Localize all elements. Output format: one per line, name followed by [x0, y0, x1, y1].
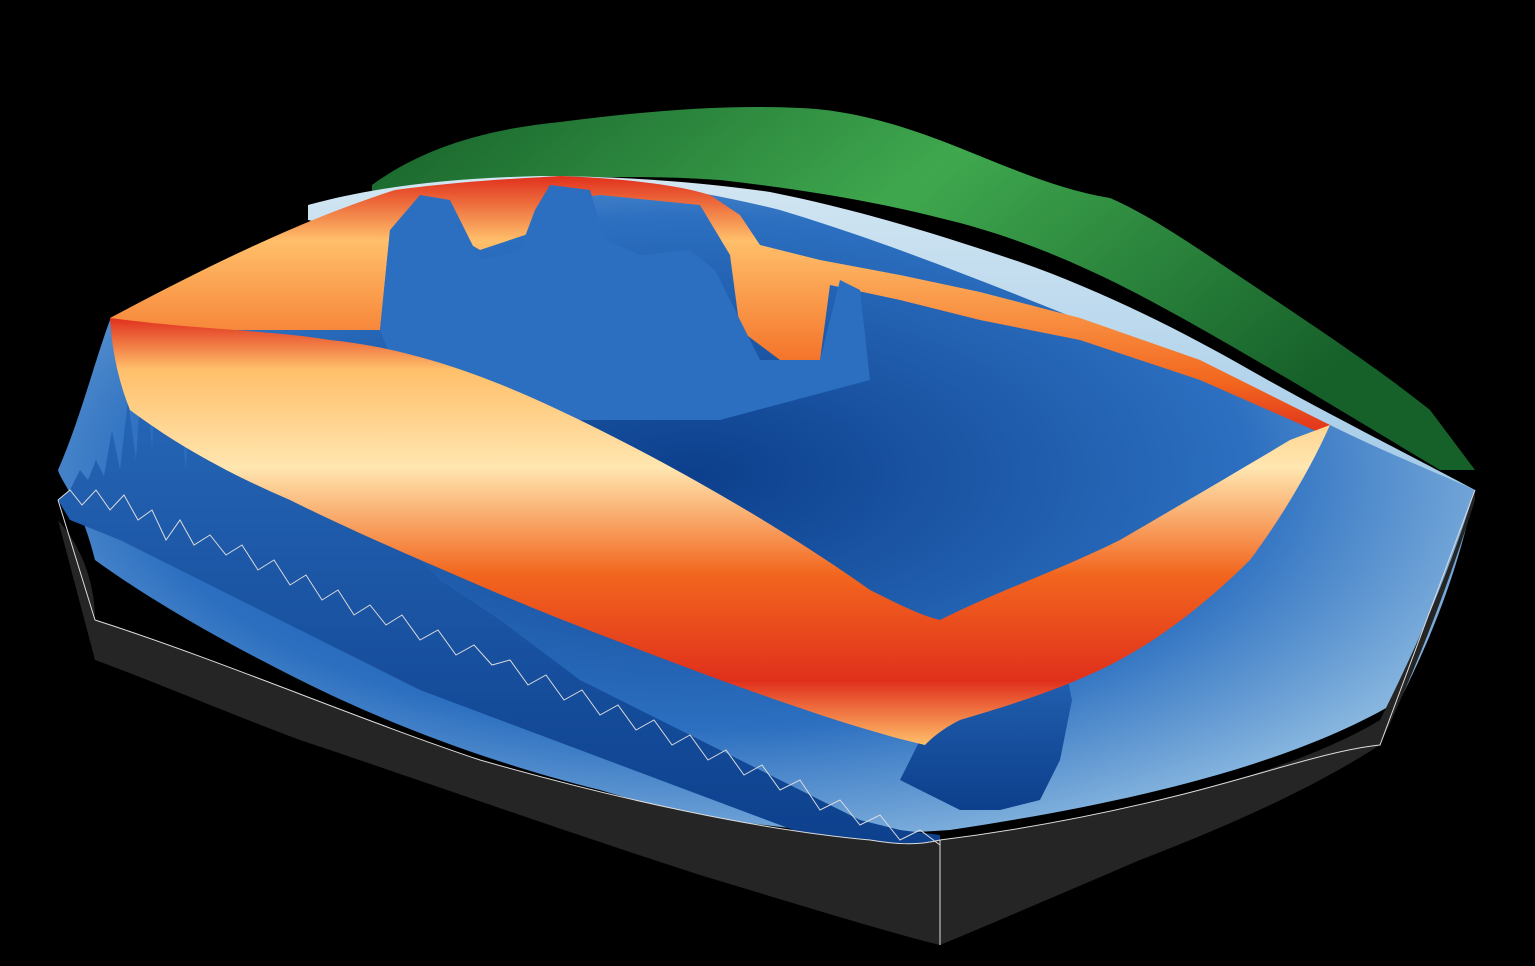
block-edge-lines	[57, 489, 1476, 945]
block-side-right	[940, 490, 1475, 945]
ocean-curtain-back	[110, 176, 1330, 435]
land-terrain	[372, 106, 1475, 471]
seamount-back-peaks	[380, 185, 870, 420]
ocean-curtain-front	[110, 318, 1330, 745]
terrain-profile-line	[57, 489, 941, 846]
block-side-front	[58, 520, 940, 945]
seafloor-spikes-left	[58, 290, 940, 860]
